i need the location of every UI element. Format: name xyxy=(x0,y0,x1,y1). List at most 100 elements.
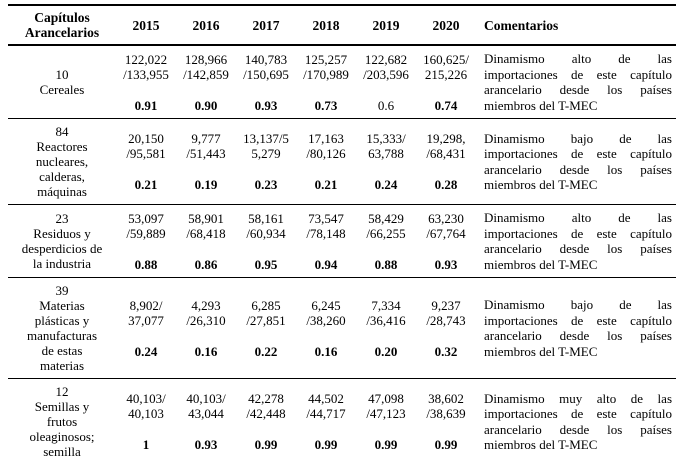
col-header-chapters: Capítulos Arancelarios xyxy=(8,4,116,46)
table-row-residuos: 23 Residuos y desperdicios de la industr… xyxy=(8,204,676,278)
ratio-value: 0.16 xyxy=(314,343,338,359)
year-value-cell-2015: 20,150 /95,581 0.21 xyxy=(116,118,176,205)
import-value-line1: 19,298, xyxy=(426,131,466,146)
comment-text: Dinamismo alto de las importaciones de e… xyxy=(484,210,672,272)
chapter-cell: 84 Reactores nucleares, calderas, máquin… xyxy=(8,118,116,205)
ratio-value: 0.21 xyxy=(314,177,338,192)
import-value-line1: 63,230 xyxy=(428,210,464,226)
import-value-line1: 122,682 xyxy=(364,51,408,67)
year-value-cell-2016: 9,777 /51,443 0.19 xyxy=(176,118,236,205)
import-value-line2: /66,255 xyxy=(366,225,406,241)
header-row: Capítulos Arancelarios 2015 2016 2017 20… xyxy=(8,4,676,46)
ratio-value: 0.95 xyxy=(254,256,278,272)
import-value-line1: 140,783 xyxy=(244,51,288,67)
table-row-semillas: 12 Semillas y frutos oleaginosos; semill… xyxy=(8,378,676,463)
import-value-line1: 160,625/ xyxy=(423,51,469,67)
chapter-name: Reactores nucleares, calderas, máquinas xyxy=(35,139,89,199)
import-value-line1: 8,902/ xyxy=(129,297,163,313)
import-value-line1: 17,163 xyxy=(308,131,344,146)
year-value-cell-2016: 40,103/ 43,044 0.93 xyxy=(176,378,236,463)
import-value-line2: /60,934 xyxy=(246,225,286,241)
chapter-number: 39 xyxy=(55,283,69,298)
year-value-cell-2019: 58,429 /66,255 0.88 xyxy=(356,204,416,278)
comment-cell: Dinamismo alto de las importaciones de e… xyxy=(476,204,676,278)
year-value-cell-2017: 6,285 /27,851 0.22 xyxy=(236,277,296,379)
ratio-value: 0.6 xyxy=(377,97,395,113)
import-value-line2: /170,989 xyxy=(303,66,349,82)
ratio-value: 0.22 xyxy=(254,343,278,359)
chapter-number: 23 xyxy=(55,211,69,226)
ratio-value: 0.91 xyxy=(134,97,158,113)
year-value-cell-2018: 73,547 /78,148 0.94 xyxy=(296,204,356,278)
import-value-line1: 58,901 xyxy=(188,210,224,226)
import-value-line2: /38,260 xyxy=(306,312,346,328)
col-header-2020: 2020 xyxy=(416,4,476,46)
year-value-cell-2018: 44,502 /44,717 0.99 xyxy=(296,378,356,463)
col-header-comments: Comentarios xyxy=(476,4,676,46)
import-value-line1: 128,966 xyxy=(184,51,228,67)
comment-cell: Dinamismo alto de las importaciones de e… xyxy=(476,45,676,119)
year-value-cell-2017: 13,137/5 5,279 0.23 xyxy=(236,118,296,205)
ratio-value: 0.99 xyxy=(254,437,278,452)
comment-cell: Dinamismo muy alto de las importaciones … xyxy=(476,378,676,463)
import-value-line2: /38,639 xyxy=(426,406,466,421)
import-value-line1: 9,237 xyxy=(431,297,461,313)
import-value-line2: /47,123 xyxy=(366,406,406,421)
year-value-cell-2020: 9,237 /28,743 0.32 xyxy=(416,277,476,379)
import-value-line2: 37,077 xyxy=(128,312,164,328)
chapter-cell: 23 Residuos y desperdicios de la industr… xyxy=(8,204,116,278)
ratio-value: 0.16 xyxy=(194,343,218,359)
year-value-cell-2016: 128,966 /142,859 0.90 xyxy=(176,45,236,119)
year-value-cell-2015: 122,022 /133,955 0.91 xyxy=(116,45,176,119)
chapter-number: 84 xyxy=(55,124,69,139)
import-value-line1: 53,097 xyxy=(128,210,164,226)
ratio-value: 0.99 xyxy=(314,437,338,452)
chapter-cell: 12 Semillas y frutos oleaginosos; semill… xyxy=(8,378,116,463)
import-value-line1: 125,257 xyxy=(304,51,348,67)
ratio-value: 0.19 xyxy=(194,177,218,192)
import-value-line1: 44,502 xyxy=(308,391,344,406)
year-value-cell-2018: 125,257 /170,989 0.73 xyxy=(296,45,356,119)
ratio-value: 0.88 xyxy=(374,256,398,272)
year-value-cell-2020: 19,298, /68,431 0.28 xyxy=(416,118,476,205)
chapter-name: Residuos y desperdicios de la industria xyxy=(21,226,103,271)
import-value-line1: 38,602 xyxy=(428,391,464,406)
ratio-value: 0.24 xyxy=(374,177,398,192)
tariff-chapters-table: Capítulos Arancelarios 2015 2016 2017 20… xyxy=(8,4,676,463)
year-value-cell-2017: 58,161 /60,934 0.95 xyxy=(236,204,296,278)
col-header-2018: 2018 xyxy=(296,4,356,46)
import-value-line1: 58,161 xyxy=(248,210,284,226)
comment-text: Dinamismo bajo de las importaciones de e… xyxy=(484,297,672,359)
ratio-value: 1 xyxy=(142,437,150,452)
import-value-line2: 5,279 xyxy=(251,146,281,161)
chapter-name: Semillas y frutos oleaginosos; semilla xyxy=(29,399,95,459)
import-value-line1: 6,245 xyxy=(311,297,341,313)
year-value-cell-2019: 122,682 /203,596 0.6 xyxy=(356,45,416,119)
import-value-line1: 9,777 xyxy=(191,131,221,146)
year-value-cell-2020: 38,602 /38,639 0.99 xyxy=(416,378,476,463)
year-value-cell-2019: 47,098 /47,123 0.99 xyxy=(356,378,416,463)
year-value-cell-2017: 140,783 /150,695 0.93 xyxy=(236,45,296,119)
import-value-line2: /95,581 xyxy=(126,146,166,161)
comment-text: Dinamismo alto de las importaciones de e… xyxy=(484,51,672,113)
import-value-line2: 215,226 xyxy=(424,66,468,82)
comment-cell: Dinamismo bajo de las importaciones de e… xyxy=(476,118,676,205)
col-header-2017: 2017 xyxy=(236,4,296,46)
import-value-line1: 40,103/ xyxy=(126,391,166,406)
year-value-cell-2015: 8,902/ 37,077 0.24 xyxy=(116,277,176,379)
import-value-line1: 73,547 xyxy=(308,210,344,226)
ratio-value: 0.93 xyxy=(254,97,278,113)
chapter-number: 10 xyxy=(55,67,69,82)
year-value-cell-2017: 42,278 /42,448 0.99 xyxy=(236,378,296,463)
comment-text: Dinamismo bajo de las importaciones de e… xyxy=(484,130,672,193)
table-row-reactores: 84 Reactores nucleares, calderas, máquin… xyxy=(8,118,676,205)
import-value-line2: 63,788 xyxy=(368,146,404,161)
ratio-value: 0.74 xyxy=(434,97,458,113)
table-row-materias-plasticas: 39 Materias plásticas y manufacturas de … xyxy=(8,277,676,379)
import-value-line1: 47,098 xyxy=(368,391,404,406)
ratio-value: 0.93 xyxy=(194,437,218,452)
col-header-2015: 2015 xyxy=(116,4,176,46)
ratio-value: 0.88 xyxy=(134,256,158,272)
import-value-line2: /42,448 xyxy=(246,406,286,421)
